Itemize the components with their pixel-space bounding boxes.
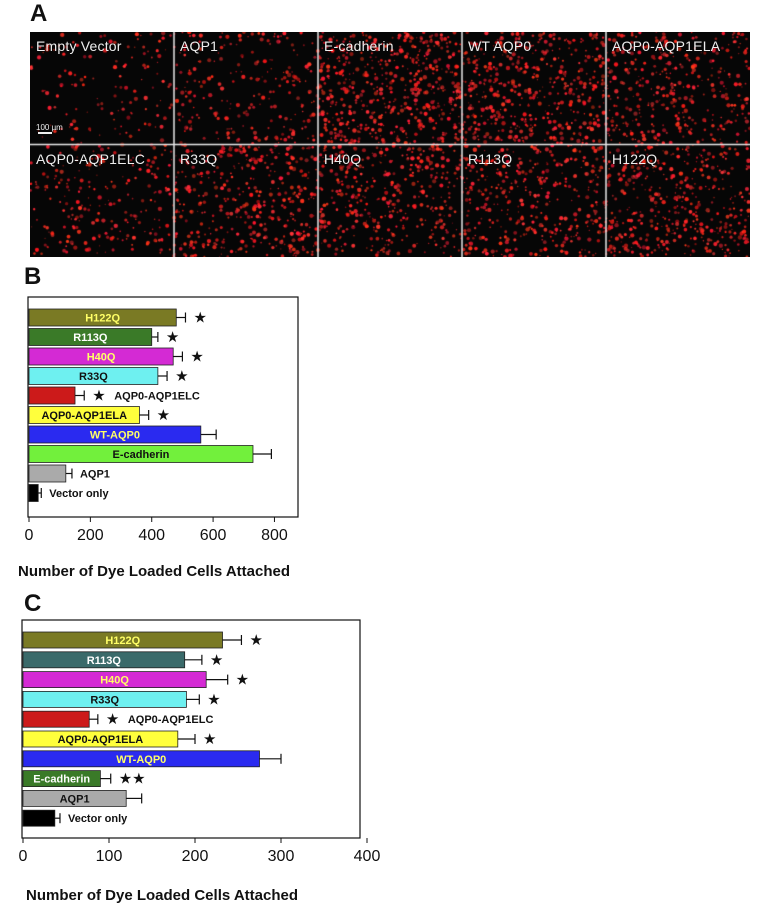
significance-star: ★ [249,632,262,649]
significance-star: ★ [92,388,105,405]
tile-label: Empty Vector [36,38,122,54]
significance-star: ★ [193,310,206,327]
bar-label: AQP0-AQP1ELC [128,714,214,726]
x-tick-label: 200 [182,848,209,865]
scale-bar-label: 100 µm [36,123,63,132]
tile-label: H122Q [612,150,658,167]
bar-label: E-cadherin [113,449,170,461]
scale-bar [38,132,52,134]
bar [28,445,254,463]
panel-a-letter: A [30,0,48,27]
x-tick-label: 400 [138,527,165,544]
bar-label: H40Q [87,352,116,364]
significance-star: ★ [203,731,216,748]
bar-label: R113Q [73,332,108,344]
significance-star: ★ [210,652,223,669]
bar [22,730,179,748]
significance-star: ★ [166,329,179,346]
panel-c-letter: C [24,590,42,617]
bar [28,484,39,502]
panel-b-letter: B [24,263,42,290]
x-tick-label: 0 [25,527,34,544]
x-tick-label: 400 [354,848,381,865]
micrograph-grid: Empty Vector AQP1 E-cadherin WT AQP0 AQP0-AQ… [30,32,750,257]
bar-label: AQP0-AQP1ELC [114,391,200,403]
significance-star: ★★ [119,771,146,788]
significance-star: ★ [190,349,203,366]
bar-label: E-cadherin [33,774,90,786]
bar-label: WT-AQP0 [116,754,166,766]
bar [28,347,174,366]
bar [28,464,67,483]
x-tick-label: 200 [77,527,104,544]
bar [22,809,56,827]
micrograph-dots [30,32,750,257]
tile-label: R113Q [468,150,513,167]
tile-label: H40Q [324,150,362,167]
bar-label: AQP0-AQP1ELA [41,410,127,422]
bar [22,691,187,708]
bar [22,790,127,807]
bar [28,328,153,346]
x-tick-label: 300 [268,848,295,865]
tile-label: R33Q [180,150,218,167]
bar [22,671,207,688]
x-tick-label: 100 [96,848,123,865]
plot-frame [27,296,299,518]
significance-star: ★ [207,691,220,708]
significance-star: ★ [236,672,249,689]
bar [28,425,202,444]
chart-b-x-axis-title: Number of Dye Loaded Cells Attached [18,563,290,580]
bar-label: Vector only [49,488,109,500]
bar [28,308,177,327]
significance-star: ★ [106,711,119,728]
tile-label: AQP0-AQP1ELA [612,38,721,54]
bar-label: WT-AQP0 [90,430,140,442]
tile-label: AQP1 [180,38,219,54]
tile-label: E-cadherin [324,38,394,54]
bar-label: R33Q [79,371,108,383]
bar-label: AQP1 [80,469,110,481]
bar-label: AQP1 [60,793,90,805]
tile-label: WT AQP0 [468,38,532,54]
bar [22,770,101,787]
bar [22,710,90,728]
plot-frame [21,619,361,839]
bar-label: H40Q [100,675,129,687]
bar-label: R113Q [87,655,122,667]
significance-star: ★ [157,407,170,424]
bar-label: H122Q [85,313,120,325]
x-tick-label: 600 [200,527,227,544]
bar-label: H122Q [105,635,140,647]
bar [22,750,260,768]
chart-c-x-axis-title: Number of Dye Loaded Cells Attached [26,887,298,904]
bar-label: R33Q [90,694,119,706]
bar [28,386,76,405]
tile-label: AQP0-AQP1ELC [36,150,145,167]
bar [28,406,140,424]
bar [22,631,223,649]
bar [22,651,186,669]
bar [28,367,159,385]
bar-label: Vector only [68,813,128,825]
x-tick-label: 0 [19,848,28,865]
significance-star: ★ [175,368,188,385]
x-tick-label: 800 [261,527,288,544]
bar-label: AQP0-AQP1ELA [58,734,144,746]
